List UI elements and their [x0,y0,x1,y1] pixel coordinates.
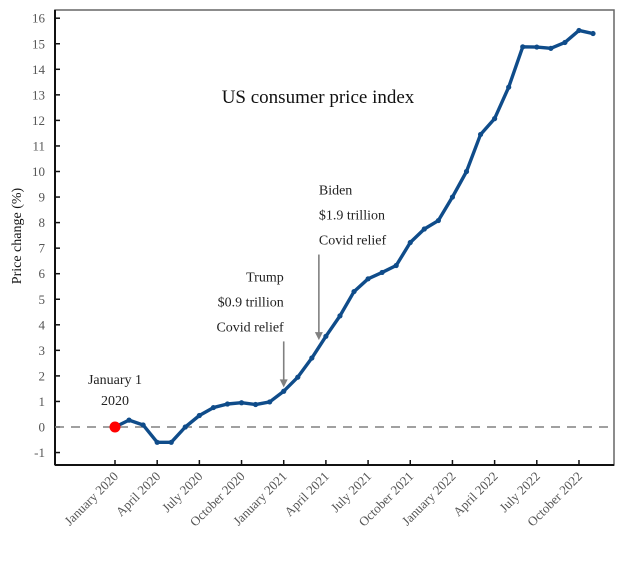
y-tick-label: 0 [39,420,46,435]
data-point [463,168,470,175]
series-layer [109,27,596,445]
y-tick-label: 4 [39,317,46,332]
data-point [492,116,498,122]
data-point [351,288,357,295]
y-tick-label: 12 [32,113,45,128]
x-tick-label: April 2022 [450,469,501,520]
data-point [140,422,146,428]
data-point [435,217,441,224]
data-point [224,401,231,407]
data-point [477,131,484,138]
data-point [295,374,301,380]
biden-relief-label: Covid relief [319,234,387,249]
data-point [196,412,202,419]
y-tick-label: 11 [32,138,45,153]
data-point [393,262,399,269]
data-point [506,84,512,90]
data-point [168,439,174,445]
y-tick-label: 16 [32,11,46,26]
x-tick-label: January 2020 [61,469,121,529]
y-tick-label: 5 [39,292,46,307]
data-point [534,44,540,50]
data-point [323,333,329,339]
data-point [562,39,568,46]
trump-relief-label: Trump [246,270,284,285]
y-axis-title: Price change (%) [10,187,25,284]
start-marker-label: 2020 [101,394,129,409]
biden-relief-arrow-head [314,332,323,341]
y-tick-label: 7 [39,241,46,256]
data-point [379,269,385,276]
chart-title: US consumer price index [222,87,415,108]
data-point [281,388,287,394]
y-tick-label: 9 [39,190,46,205]
y-tick-label: 10 [32,164,45,179]
y-tick-label: -1 [34,445,45,460]
data-point [253,401,259,408]
data-point [421,226,427,232]
data-point [407,239,413,246]
trump-relief-label: $0.9 trillion [218,295,284,310]
data-point [126,417,132,423]
annotations: January 1 2020 Trump $0.9 trillion Covid rel… [88,184,386,409]
data-point [309,355,315,361]
y-tick-label: 1 [39,394,46,409]
start-marker-label: January 1 [88,373,142,388]
data-point [576,27,582,34]
data-point [210,404,217,411]
data-point [182,424,188,430]
data-point [267,399,273,405]
data-point [590,30,596,37]
data-point [520,44,526,50]
x-tick-label: April 2021 [281,469,332,520]
y-tick-label: 6 [39,266,46,281]
y-tick-label: 13 [32,87,45,102]
y-tick-label: 14 [32,62,46,77]
data-point [154,439,160,445]
trump-relief-label: Covid relief [216,320,284,335]
biden-relief-label: $1.9 trillion [319,209,385,224]
x-tick-label: April 2020 [113,469,164,520]
y-tick-label: 3 [39,343,46,358]
data-point [365,276,371,282]
biden-relief-label: Biden [319,184,352,199]
data-point [449,194,456,200]
y-tick-label: 15 [32,36,45,51]
y-tick-label: 8 [39,215,46,230]
data-point [548,45,554,51]
data-point [238,400,245,406]
data-point [337,313,343,319]
trump-relief-arrow-head [279,379,288,388]
y-tick-label: 2 [39,368,46,383]
start-marker-dot [109,421,121,433]
